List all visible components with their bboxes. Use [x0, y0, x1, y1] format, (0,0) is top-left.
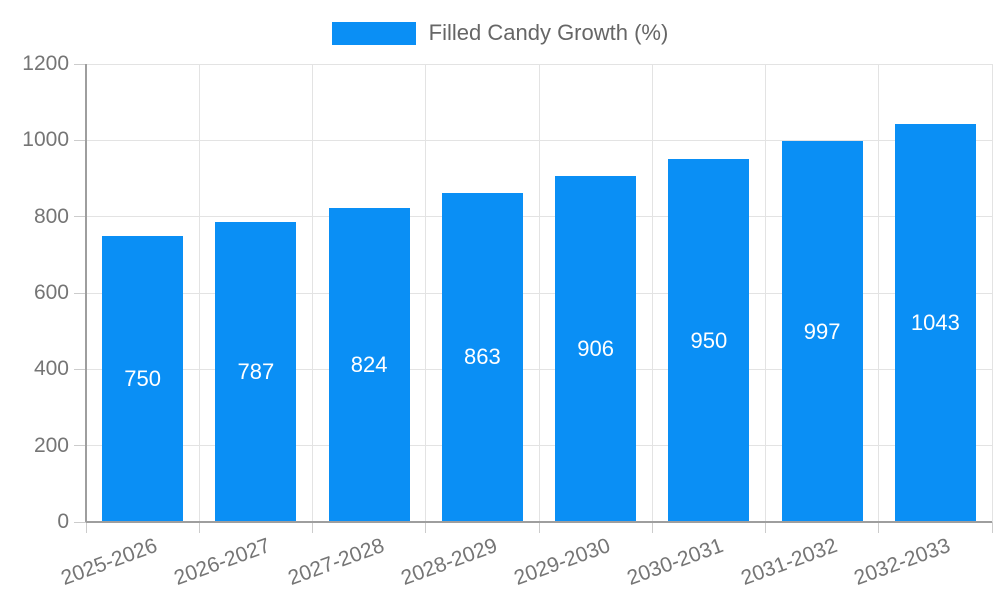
bar-value-label: 950	[690, 327, 728, 353]
y-axis-tick	[74, 368, 86, 370]
horizontal-gridline	[86, 368, 992, 370]
x-axis-tick	[85, 522, 87, 533]
x-axis-category-label: 2025-2026	[58, 534, 161, 590]
x-axis-tick	[198, 522, 200, 533]
legend-label: Filled Candy Growth (%)	[428, 20, 669, 45]
horizontal-gridline	[86, 292, 992, 294]
horizontal-gridline	[86, 63, 992, 65]
y-axis-tick-label: 0	[57, 510, 69, 533]
bar[interactable]: 950	[668, 159, 750, 522]
y-axis-line	[85, 64, 87, 522]
y-axis-tick	[74, 521, 86, 523]
bar-value-label: 750	[124, 365, 161, 391]
y-axis-tick	[74, 63, 86, 65]
x-axis-category-label: 2031-2032	[737, 534, 840, 590]
bar-value-label: 997	[803, 318, 841, 344]
y-axis-tick	[74, 216, 86, 218]
x-axis-category-label: 2027-2028	[284, 534, 387, 590]
bar[interactable]: 906	[555, 176, 637, 522]
bar[interactable]: 824	[328, 207, 410, 522]
bar[interactable]: 1043	[894, 123, 976, 522]
x-axis-category-label: 2032-2033	[850, 534, 954, 590]
bar[interactable]: 997	[781, 141, 863, 522]
horizontal-gridline	[86, 445, 992, 447]
x-axis-tick	[991, 522, 993, 533]
x-axis-category-label: 2028-2029	[397, 534, 501, 590]
y-axis-tick-label: 800	[33, 204, 69, 228]
vertical-gridline	[991, 64, 993, 522]
x-axis-tick	[878, 522, 880, 533]
y-axis-tick-label: 400	[33, 357, 69, 381]
bar-value-label: 1043	[910, 309, 960, 335]
bar-value-label: 863	[464, 344, 501, 370]
y-axis-tick-label: 200	[33, 433, 69, 457]
plot-area: 0 200 400 600 800 1000 1200 750 787 824 863 906 950 9…	[22, 52, 993, 590]
x-axis-category-label: 2026-2027	[171, 534, 274, 590]
x-axis-tick	[425, 522, 427, 533]
bar-value-label: 787	[237, 358, 275, 384]
x-axis-tick	[538, 522, 540, 533]
bar[interactable]: 750	[102, 235, 184, 522]
bar-value-label: 906	[577, 336, 614, 362]
y-axis-tick	[74, 139, 86, 141]
horizontal-gridline	[86, 139, 992, 141]
x-axis-category-label: 2029-2030	[511, 534, 614, 590]
chart-legend[interactable]: Filled Candy Growth (%)	[0, 20, 1000, 46]
bar-value-label: 824	[350, 351, 388, 377]
y-axis-tick-label: 1200	[22, 52, 69, 75]
x-axis-tick	[651, 522, 653, 533]
bar[interactable]: 863	[441, 192, 523, 522]
legend-swatch-icon	[331, 21, 416, 45]
y-axis-tick-label: 600	[33, 281, 69, 304]
bar[interactable]: 787	[215, 221, 297, 522]
y-axis-tick-label: 1000	[22, 128, 69, 152]
y-axis-tick	[74, 445, 86, 447]
x-axis-tick	[312, 522, 313, 533]
y-axis-tick	[74, 292, 86, 294]
x-axis-category-label: 2030-2031	[624, 534, 727, 590]
x-axis-tick	[765, 522, 766, 533]
x-axis-line	[86, 521, 992, 523]
horizontal-gridline	[86, 216, 992, 218]
